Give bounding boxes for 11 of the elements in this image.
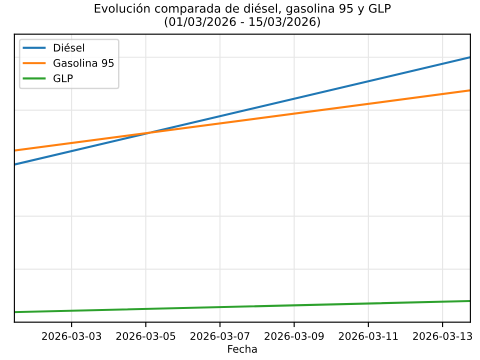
x-axis-title: Fecha bbox=[228, 344, 257, 353]
x-tick-label: 2026-03-13 bbox=[413, 332, 472, 340]
x-tick-label: 2026-03-09 bbox=[264, 332, 324, 340]
x-tick-label: 2026-03-07 bbox=[190, 332, 250, 340]
chart-title: Evolución comparada de diésel, gasolina 95 y GLP (01/03/2026 - 15/03/2026) bbox=[94, 3, 391, 28]
x-tick-label: 2026-03-11 bbox=[338, 332, 398, 340]
legend-label: Gasolina 95 bbox=[54, 58, 114, 67]
x-tick-label: 2026-03-03 bbox=[42, 332, 102, 340]
legend-label: GLP bbox=[54, 74, 73, 82]
x-tick-label: 2026-03-05 bbox=[116, 332, 176, 340]
legend-label: Diésel bbox=[54, 43, 84, 52]
